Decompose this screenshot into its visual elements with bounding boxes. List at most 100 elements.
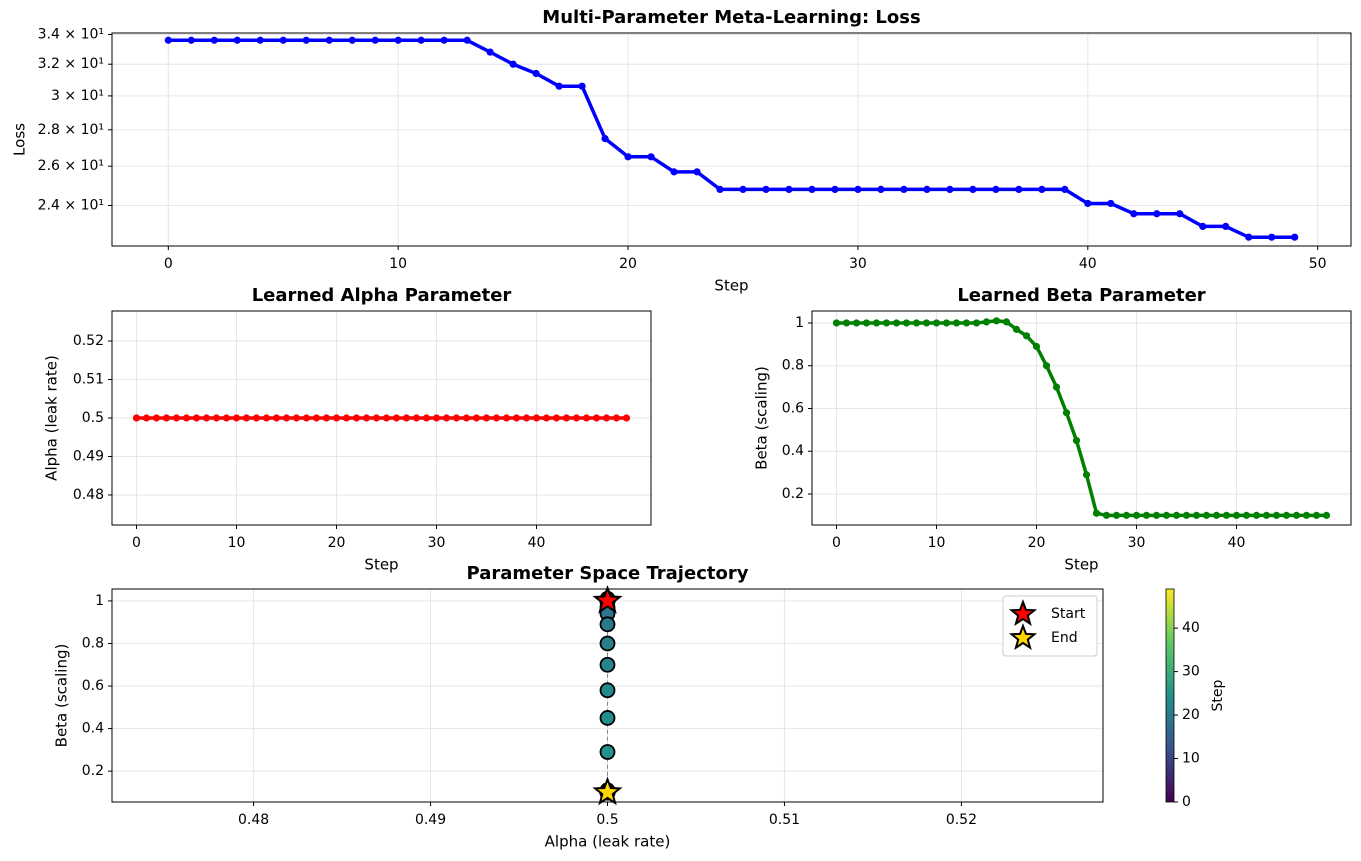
point	[442, 414, 451, 422]
point	[599, 616, 616, 633]
colorbar-tick-label: 10	[1182, 751, 1200, 767]
x-tick-label: 10	[389, 256, 407, 272]
chart-title: Multi-Parameter Meta-Learning: Loss	[542, 7, 920, 28]
y-axis-label: Loss	[11, 123, 29, 156]
y-tick-label: 0.4	[782, 443, 804, 459]
point	[1142, 511, 1151, 519]
y-axis-label: Beta (scaling)	[53, 644, 71, 748]
point	[256, 36, 264, 44]
point	[872, 319, 881, 327]
x-tick-label: 0.49	[415, 812, 446, 828]
legend-symbol	[1008, 623, 1038, 651]
point	[1072, 436, 1081, 445]
point	[492, 414, 501, 422]
point	[162, 414, 171, 422]
point	[463, 36, 471, 44]
point	[302, 36, 310, 44]
point	[371, 36, 379, 44]
x-tick-label: 0.5	[596, 812, 618, 828]
point	[502, 414, 511, 422]
point	[1107, 199, 1115, 208]
point	[1002, 318, 1011, 326]
axes-frame	[111, 310, 652, 526]
y-tick-label: 3.2 × 10¹	[38, 56, 104, 72]
y-tick-label: 2.6 × 10¹	[38, 158, 104, 174]
point	[1052, 383, 1061, 391]
point	[1130, 210, 1138, 218]
point	[601, 135, 609, 143]
point	[222, 414, 231, 422]
y-tick-label: 3 × 10¹	[51, 88, 104, 104]
point	[532, 414, 541, 422]
x-tick-label: 10	[228, 535, 246, 551]
colorbar	[1165, 588, 1175, 803]
point	[312, 414, 321, 422]
point	[578, 82, 586, 90]
point	[1291, 233, 1299, 241]
point	[852, 319, 861, 327]
axes-frame	[111, 32, 1352, 247]
point	[1282, 511, 1291, 519]
point	[902, 319, 911, 327]
point	[252, 414, 261, 422]
point	[785, 185, 793, 193]
colorbar-label: Step	[1210, 679, 1226, 711]
point	[348, 36, 356, 44]
point	[509, 60, 517, 68]
point	[1302, 511, 1311, 519]
point	[808, 185, 816, 193]
x-tick-label: 20	[328, 535, 346, 551]
point	[1202, 511, 1211, 519]
y-tick-label: 0.6	[782, 400, 804, 416]
plot-area	[112, 33, 1351, 246]
point	[532, 69, 540, 78]
point	[472, 414, 481, 422]
point	[187, 36, 195, 44]
point	[212, 414, 221, 422]
point	[279, 36, 287, 44]
point	[624, 153, 632, 161]
point	[1084, 199, 1092, 208]
point	[832, 319, 841, 327]
y-tick-label: 0.8	[82, 635, 104, 651]
y-tick-label: 0.5	[82, 410, 104, 426]
x-tick-label: 0	[132, 535, 141, 551]
point	[1176, 210, 1184, 218]
x-tick-label: 20	[1028, 535, 1046, 551]
x-axis-label: Step	[364, 556, 398, 574]
point	[292, 414, 301, 422]
x-tick-label: 0.51	[769, 812, 800, 828]
point	[1222, 511, 1231, 519]
point	[482, 414, 491, 422]
point	[972, 319, 981, 327]
point	[486, 48, 494, 56]
x-tick-label: 50	[1309, 256, 1327, 272]
point	[522, 414, 531, 422]
point	[372, 414, 381, 422]
axes-frame	[811, 310, 1352, 526]
point	[582, 414, 591, 422]
point	[142, 414, 151, 422]
y-tick-label: 0.48	[73, 487, 104, 503]
point	[262, 414, 271, 422]
point	[562, 414, 571, 422]
point	[1199, 222, 1207, 230]
point	[1292, 511, 1301, 519]
point	[1062, 409, 1071, 417]
point	[192, 414, 201, 422]
point	[362, 414, 371, 422]
colorbar-tick-label: 20	[1182, 707, 1200, 723]
x-tick-label: 0	[164, 256, 173, 272]
point	[1212, 511, 1221, 519]
point	[1162, 511, 1171, 519]
y-tick-label: 0.2	[782, 486, 804, 502]
point	[1252, 511, 1261, 519]
point	[1082, 471, 1091, 479]
point	[982, 318, 991, 326]
point	[394, 36, 402, 44]
point	[1038, 185, 1046, 193]
point	[1152, 511, 1161, 519]
point	[132, 414, 141, 422]
y-tick-label: 0.2	[82, 763, 104, 779]
point	[417, 36, 425, 44]
